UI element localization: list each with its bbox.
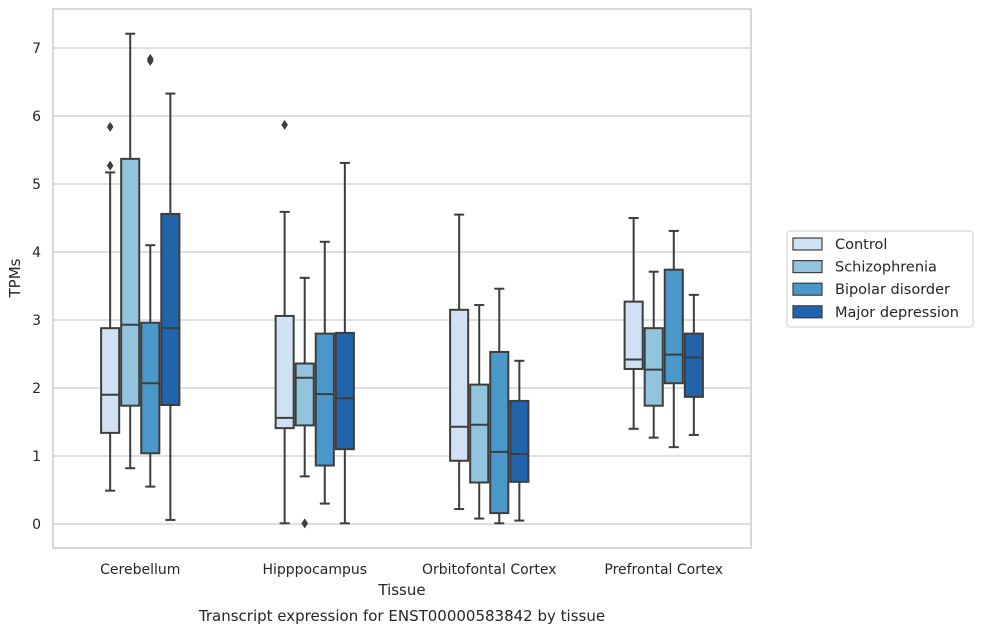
y-tick-label: 7 [32,41,41,57]
boxes [100,32,704,529]
box [140,321,161,455]
box-plot [489,287,510,525]
outlier-point [301,518,309,529]
y-tick-label: 5 [32,177,41,193]
box-plot [469,304,490,520]
legend-swatch [792,260,823,274]
legend-label: Schizophrenia [835,260,937,276]
box [469,383,490,484]
x-tick-label: Hipppocampus [262,562,367,578]
legend-label: Major depression [835,305,959,321]
legend-frame [786,230,974,328]
y-tick-label: 2 [32,381,41,397]
box-plot [449,213,470,511]
chart-caption: Transcript expression for ENST0000058384… [198,607,605,625]
y-tick-label: 6 [32,109,41,125]
box [509,399,530,483]
box-plot [314,240,335,505]
box [160,212,181,406]
legend-swatch [792,305,823,319]
box [663,268,684,385]
y-tick-labels: 0 1 2 3 4 5 6 7 [32,41,41,533]
outlier-point [106,121,114,132]
box [314,332,335,467]
y-tick-label: 1 [32,449,41,465]
x-tick-label: Orbitofontal Cortex [422,562,557,578]
box-plot [294,276,315,529]
outlier-point [146,53,154,64]
legend-swatch [792,282,823,296]
box-plot [334,161,355,525]
box-plot [623,217,644,430]
box [120,157,141,407]
box [100,327,121,434]
y-tick-label: 3 [32,313,41,329]
box [334,331,355,451]
x-tick-labels: Cerebellum Hipppocampus Orbitofontal Corte… [100,562,723,578]
box [449,308,470,462]
box-plot [274,119,295,525]
box [643,327,664,407]
y-tick-label: 0 [32,517,41,533]
box [623,300,644,370]
box [683,332,704,398]
legend: Control Schizophrenia Bipolar disorder Majo… [786,230,974,328]
legend-label: Bipolar disorder [835,282,950,298]
box-plot [100,121,121,492]
y-tick-label: 4 [32,245,41,261]
box [274,314,295,430]
x-tick-label: Prefrontal Cortex [604,562,723,578]
y-axis-label: TPMs [6,258,24,298]
outlier-point [281,119,288,130]
box-plot [120,32,141,470]
x-axis-label: Tissue [377,581,425,599]
x-tick-label: Cerebellum [100,562,180,578]
box [294,362,315,427]
box-plot [160,92,181,521]
box-plot [140,53,161,488]
legend-swatch [792,237,823,251]
plot-frame [52,8,752,549]
box-plot [643,270,664,439]
box-plot [663,229,684,449]
box-plot [683,293,704,436]
legend-label: Control [835,237,887,253]
box [489,350,510,515]
box-plot [509,359,530,522]
outlier-point [106,160,114,171]
